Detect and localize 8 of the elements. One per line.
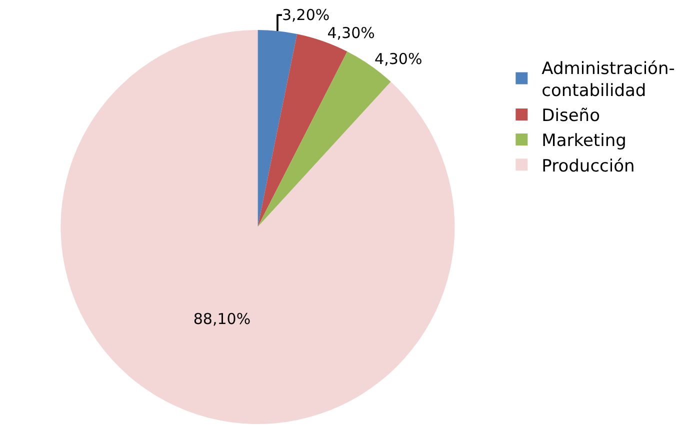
- legend-label: Marketing: [542, 131, 626, 152]
- legend-label: Diseño: [542, 106, 600, 126]
- legend-label: Administración-contabilidad: [542, 58, 675, 101]
- legend-label: Producción: [542, 156, 635, 176]
- data-label: 88,10%: [193, 310, 251, 328]
- data-label: 4,30%: [374, 50, 422, 68]
- data-label: 3,20%: [282, 6, 330, 24]
- data-label: 4,30%: [327, 24, 375, 42]
